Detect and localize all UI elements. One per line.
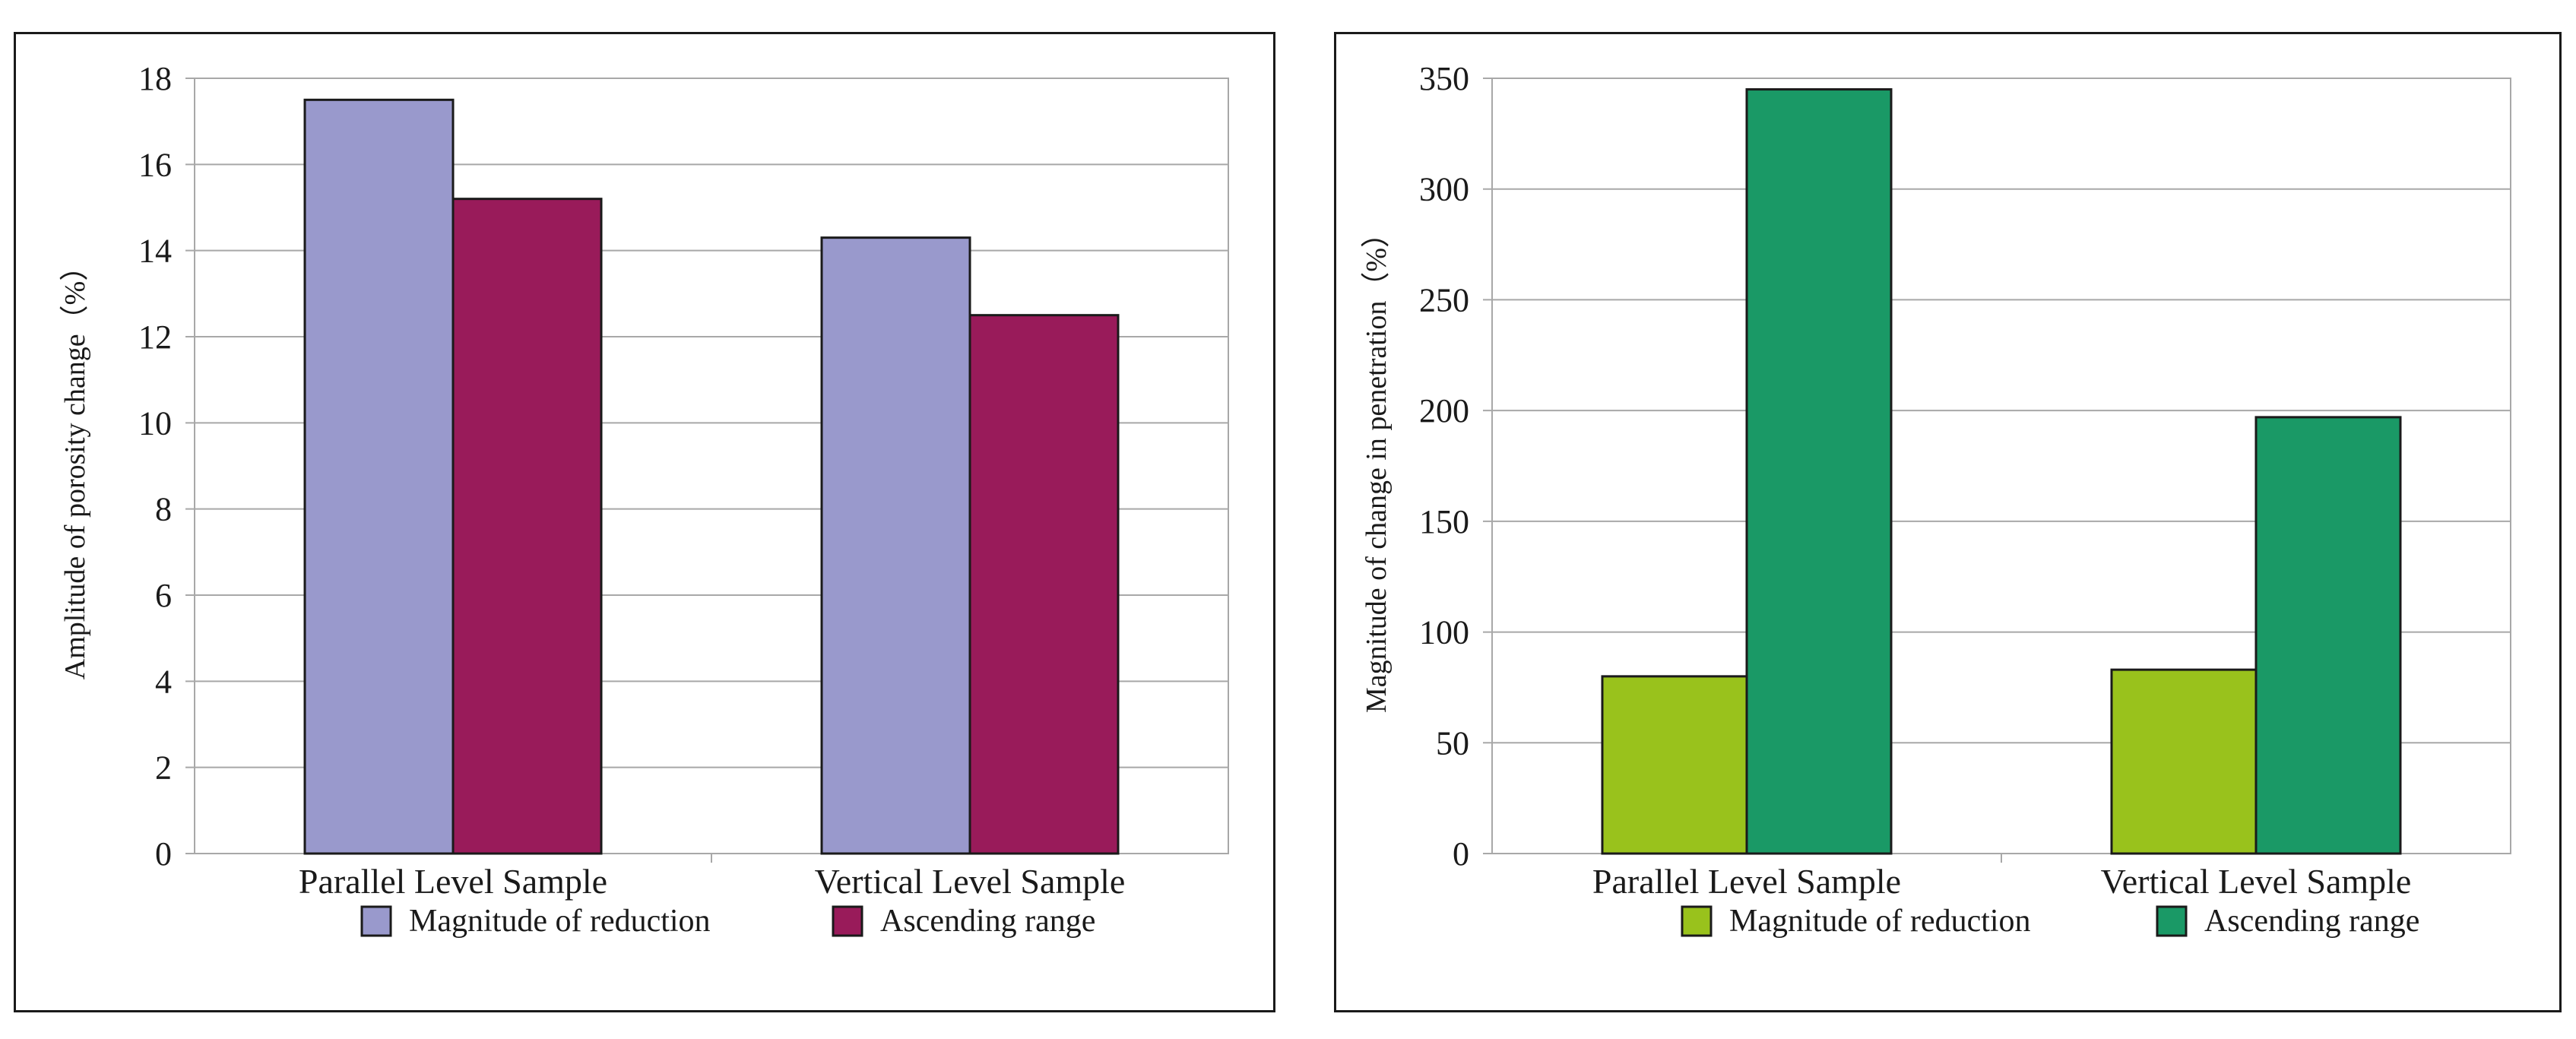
legend-label: Ascending range <box>880 904 1095 939</box>
legend-label: Ascending range <box>2204 904 2419 939</box>
bar-ascending <box>2254 416 2402 855</box>
category-label: Parallel Level Sample <box>1592 862 1901 901</box>
bar-ascending <box>968 314 1120 855</box>
bar-reduction <box>820 236 971 855</box>
y-tick-label: 300 <box>1419 171 1469 208</box>
legend-label: Magnitude of reduction <box>409 904 711 939</box>
y-tick-label: 50 <box>1436 724 1469 762</box>
legend-swatch <box>832 905 863 937</box>
y-tick-label: 200 <box>1419 392 1469 429</box>
bar-ascending <box>1745 88 1893 855</box>
porosity-chart-panel: 0 2 4 6 8 10 12 14 16 18 Parallel Level Sample Vert… <box>14 32 1275 1012</box>
y-tick-label: 6 <box>155 577 172 614</box>
y-axis-label: Amplitude of porosity change（%） <box>59 252 91 680</box>
bar-reduction <box>1601 675 1748 855</box>
y-axis-label: Magnitude of change in penetration（%） <box>1361 219 1393 713</box>
y-tick-label: 12 <box>138 318 172 356</box>
y-tick-label: 150 <box>1419 503 1469 540</box>
category-label: Vertical Level Sample <box>815 862 1126 901</box>
bar-reduction <box>303 98 455 855</box>
y-tick-label: 2 <box>155 749 172 787</box>
category-label: Vertical Level Sample <box>2101 862 2412 901</box>
y-tick-label: 4 <box>155 663 172 700</box>
y-tick-label: 350 <box>1419 60 1469 97</box>
y-tick-label: 100 <box>1419 614 1469 651</box>
y-tick-label: 8 <box>155 491 172 528</box>
y-tick-label: 16 <box>138 146 172 183</box>
y-tick-label: 14 <box>138 233 172 270</box>
y-tick-label: 10 <box>138 404 172 442</box>
bar-ascending <box>452 198 603 855</box>
y-tick-label: 0 <box>155 835 172 873</box>
penetration-chart-panel: 0 50 100 150 200 250 300 350 Parallel Level Samp… <box>1334 32 2562 1012</box>
penetration-chart: 0 50 100 150 200 250 300 350 Parallel Level Samp… <box>1361 60 2511 939</box>
y-tick-label: 0 <box>1453 835 1469 873</box>
porosity-chart: 0 2 4 6 8 10 12 14 16 18 Parallel Level Sample Vert… <box>59 60 1229 939</box>
legend-swatch <box>2156 905 2188 937</box>
y-tick-label: 18 <box>138 60 172 97</box>
category-label: Parallel Level Sample <box>299 862 607 901</box>
legend-label: Magnitude of reduction <box>1729 904 2031 939</box>
bar-reduction <box>2110 668 2258 855</box>
legend-swatch <box>1681 905 1713 937</box>
y-tick-label: 250 <box>1419 281 1469 318</box>
legend-swatch <box>360 905 392 937</box>
